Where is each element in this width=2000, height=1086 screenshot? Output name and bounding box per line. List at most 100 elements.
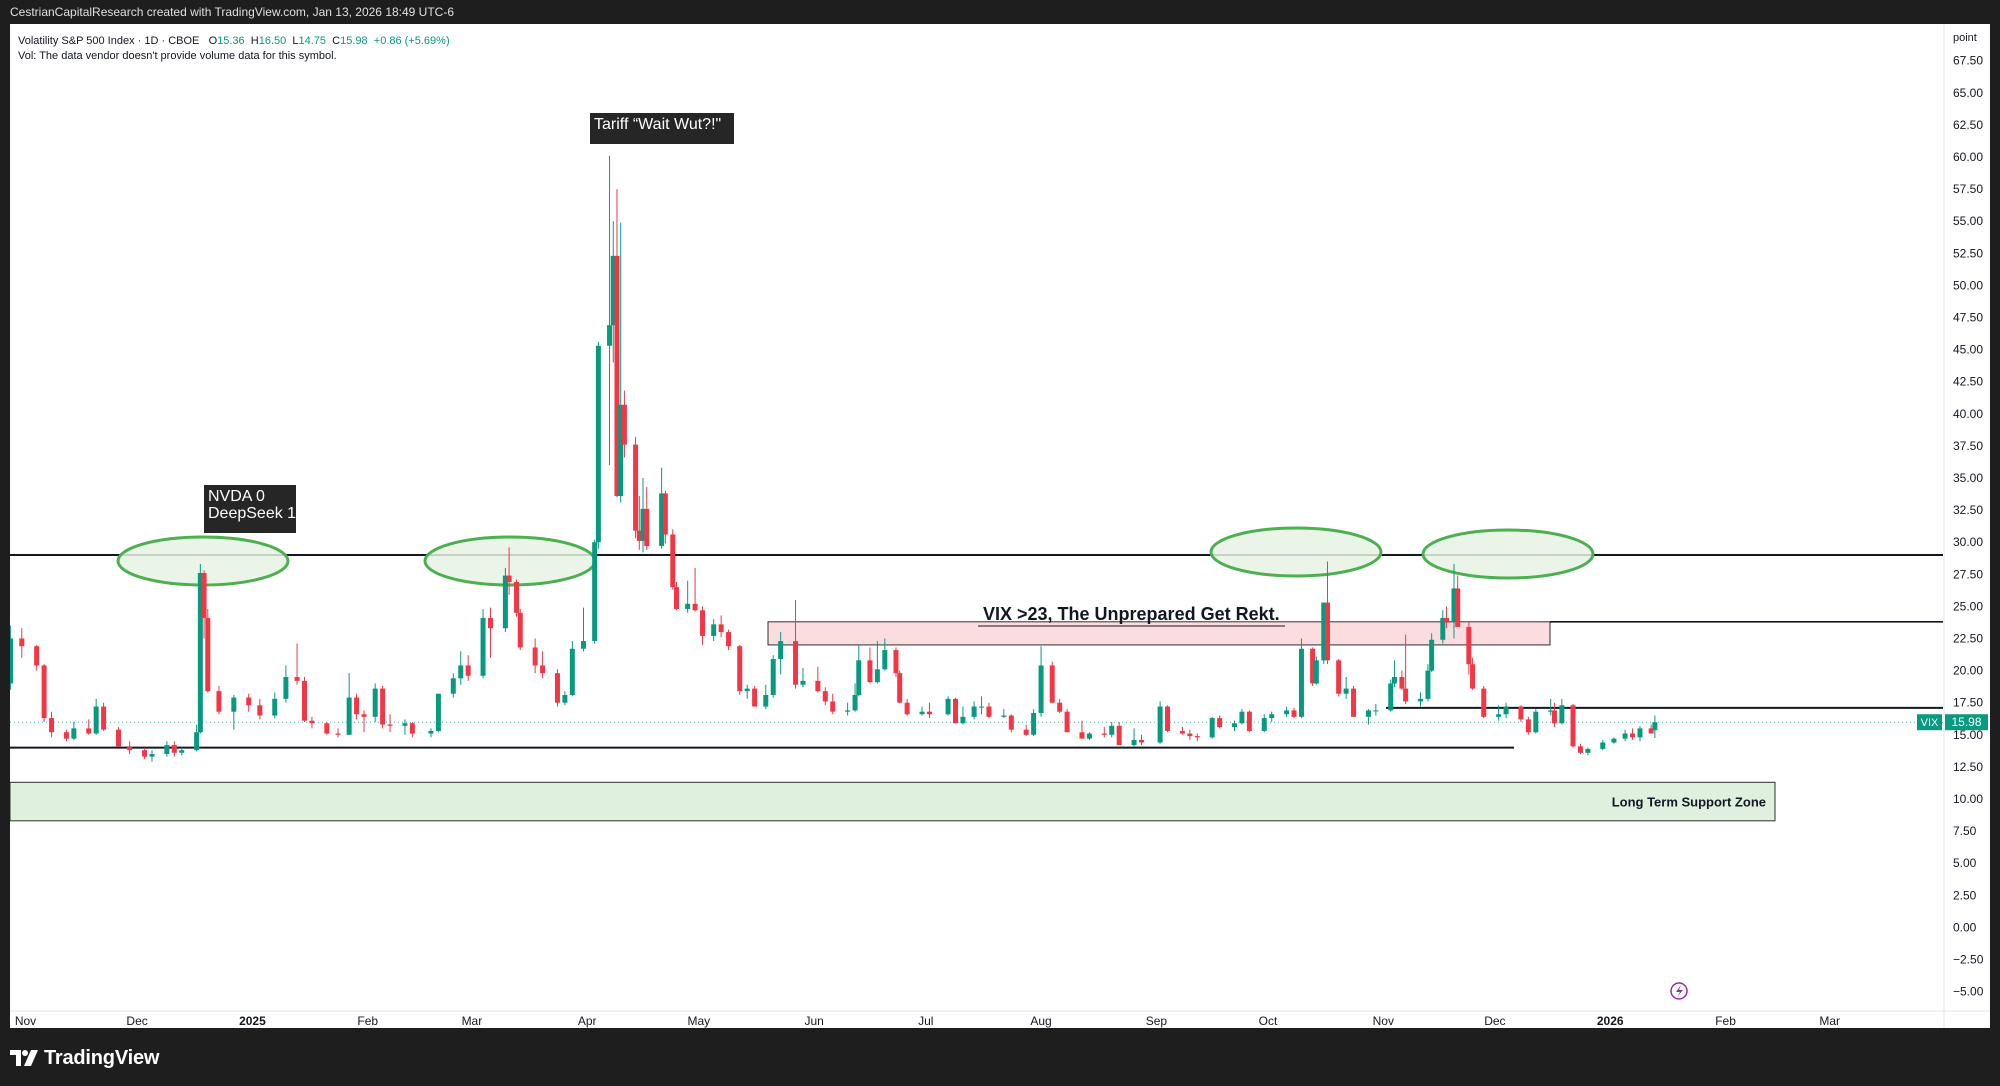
candle-body (1440, 617, 1446, 640)
vix23-zone[interactable] (767, 621, 1551, 646)
candle-body (506, 575, 512, 583)
candle-body (1261, 718, 1267, 731)
tradingview-wordmark: TradingView (44, 1046, 160, 1069)
candle-body (197, 573, 203, 733)
price-axis-tick: 55.00 (1953, 214, 1983, 228)
price-axis-tick: 10.00 (1953, 792, 1983, 806)
candle-body (897, 673, 903, 703)
price-axis-tick: 25.00 (1953, 599, 1983, 613)
candle-body (1101, 733, 1107, 735)
candle-body (1559, 705, 1565, 724)
candle-body (874, 669, 880, 683)
highlight-ellipse[interactable] (1209, 526, 1383, 578)
candle-body (1313, 660, 1319, 684)
attribution-bar: CestrianCapitalResearch created with Tra… (0, 0, 2000, 24)
candle-body (1496, 714, 1502, 717)
candle-body (127, 746, 133, 751)
candle-body (1246, 711, 1252, 731)
price-badge-value: 15.98 (1951, 715, 1981, 729)
candle-body (93, 706, 99, 734)
candle-body (1466, 626, 1472, 665)
candle-body (1551, 710, 1557, 724)
time-axis-tick: Feb (357, 1014, 378, 1028)
candle-body (514, 582, 520, 613)
legend-change: +0.86 (+5.69%) (373, 35, 450, 47)
candle-body (800, 680, 806, 685)
candle-body (793, 641, 799, 685)
candle-body (257, 705, 263, 716)
candle-body (1131, 739, 1137, 746)
price-axis-tick: 62.50 (1953, 118, 1983, 132)
candle-body (945, 698, 951, 715)
candle-body (309, 720, 315, 724)
candle-body (1425, 670, 1431, 699)
candle-body (540, 665, 546, 674)
candle-body (1518, 706, 1524, 720)
candle-body (1165, 706, 1171, 731)
candle-body (164, 745, 170, 755)
vix-chart[interactable]: point 67.50 65.00 62.50 60.00 57.50 55.00 52.50… (10, 24, 1990, 1028)
time-axis-tick: Nov (1373, 1014, 1394, 1028)
candle-body (517, 612, 523, 648)
candle-body (171, 745, 177, 753)
price-axis-tick: 52.50 (1953, 246, 1983, 260)
time-axis-tick: May (687, 1014, 710, 1028)
candle-body (1373, 710, 1379, 712)
candle-body (335, 733, 341, 735)
candle-body (815, 680, 821, 692)
candle-body (1325, 602, 1330, 661)
candle-body (770, 659, 776, 695)
candle-body (1648, 728, 1654, 734)
candle-body (1388, 683, 1394, 711)
highlight-ellipse[interactable] (1421, 528, 1595, 580)
candle-body (1187, 733, 1193, 737)
candle-body (644, 508, 650, 547)
price-axis-tick: 32.50 (1953, 503, 1983, 517)
legend-open-label: O (208, 35, 218, 47)
chart-panel[interactable]: point 67.50 65.00 62.50 60.00 57.50 55.00 52.50… (10, 24, 1990, 1028)
tradingview-logo[interactable]: TradingView (10, 1046, 159, 1070)
tradingview-logo-icon (10, 1050, 38, 1066)
legend-row-ohlc: Volatility S&P 500 Index · 1D · CBOE O 15… (18, 34, 450, 49)
candle-body (480, 617, 486, 676)
candle-body (1585, 748, 1591, 753)
price-axis-tick: 5.00 (1953, 856, 1977, 870)
candle-body (752, 688, 758, 707)
candle-body (194, 732, 200, 751)
candle-body (450, 678, 456, 694)
candle-body (562, 694, 568, 703)
candle-body (610, 255, 616, 326)
symbol-legend: Volatility S&P 500 Index · 1D · CBOE O 15… (18, 34, 450, 64)
time-axis-tick: Nov (15, 1014, 36, 1028)
candle-body (502, 575, 508, 629)
long-term-support-zone[interactable] (10, 781, 1776, 822)
candle-body (1284, 710, 1290, 715)
candle-body (926, 711, 932, 715)
candle-body (856, 660, 862, 695)
tariff-callout-box[interactable] (590, 113, 734, 144)
legend-close: 15.98 (340, 35, 368, 47)
candle-body (101, 706, 107, 730)
candle-body (41, 665, 47, 719)
candle-body (830, 701, 836, 712)
candle-body (1570, 705, 1576, 747)
time-axis-tick: Mar (462, 1014, 483, 1028)
candle-body (116, 729, 121, 747)
legend-symbol[interactable]: Volatility S&P 500 Index · 1D · CBOE (18, 35, 200, 47)
candle-body (744, 688, 750, 692)
candle-body (86, 728, 92, 734)
candle-body (581, 641, 586, 649)
time-axis-tick: Sep (1146, 1014, 1168, 1028)
time-axis-tick: Mar (1819, 1014, 1840, 1028)
legend-high-label: H (250, 35, 259, 47)
nvda-callout-box[interactable] (204, 485, 296, 533)
candle-body (1365, 710, 1371, 717)
candle-body (633, 444, 639, 531)
time-axis-tick: Feb (1715, 1014, 1736, 1028)
candle-body (458, 665, 464, 679)
candle-body (882, 650, 888, 670)
candle-body (822, 691, 828, 702)
candle-body (718, 624, 724, 633)
candle-body (246, 697, 252, 706)
nvda-callout-text: NVDA 0 (208, 488, 265, 505)
